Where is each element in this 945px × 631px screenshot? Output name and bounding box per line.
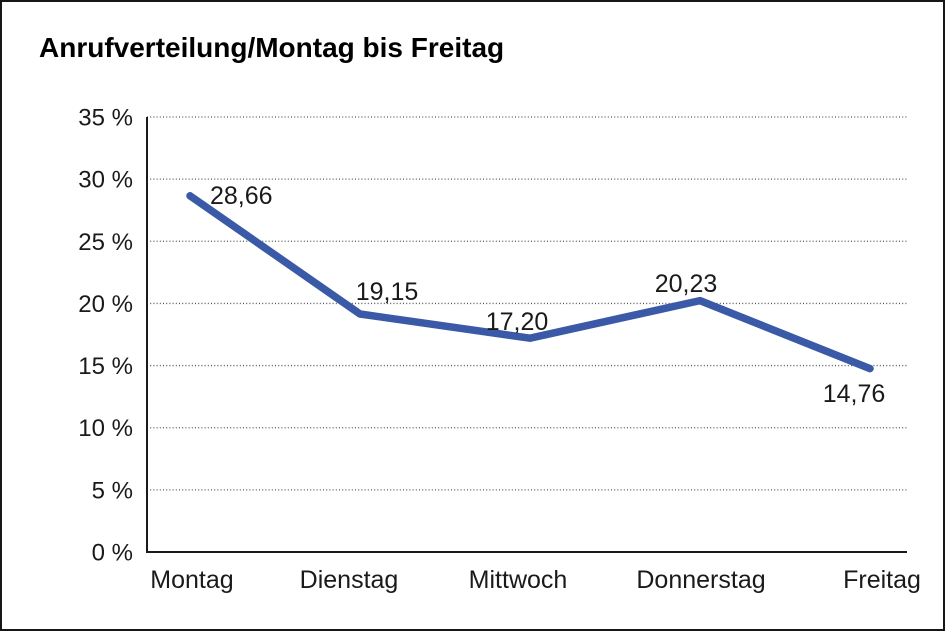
y-tick-label: 25 % xyxy=(78,229,133,256)
chart-title: Anrufverteilung/Montag bis Freitag xyxy=(39,32,505,63)
data-label-donnerstag: 20,23 xyxy=(655,270,718,298)
data-label-freitag: 14,76 xyxy=(823,380,886,408)
y-tick-label: 0 % xyxy=(92,540,133,567)
data-label-dienstag: 19,15 xyxy=(356,278,419,306)
x-label-donnerstag: Donnerstag xyxy=(636,566,765,594)
y-tick-label: 10 % xyxy=(78,415,133,442)
y-tick-label: 15 % xyxy=(78,353,133,380)
x-label-mittwoch: Mittwoch xyxy=(469,566,568,594)
y-tick-label: 35 % xyxy=(78,105,133,132)
y-tick-label: 5 % xyxy=(92,477,133,504)
data-line xyxy=(186,192,874,373)
x-label-montag: Montag xyxy=(150,566,233,594)
x-label-freitag: Freitag xyxy=(843,566,921,594)
data-label-montag: 28,66 xyxy=(210,182,273,210)
y-tick-label: 20 % xyxy=(78,291,133,318)
x-label-dienstag: Dienstag xyxy=(300,566,399,594)
y-tick-label: 30 % xyxy=(78,167,133,194)
data-label-mittwoch: 17,20 xyxy=(486,308,549,336)
